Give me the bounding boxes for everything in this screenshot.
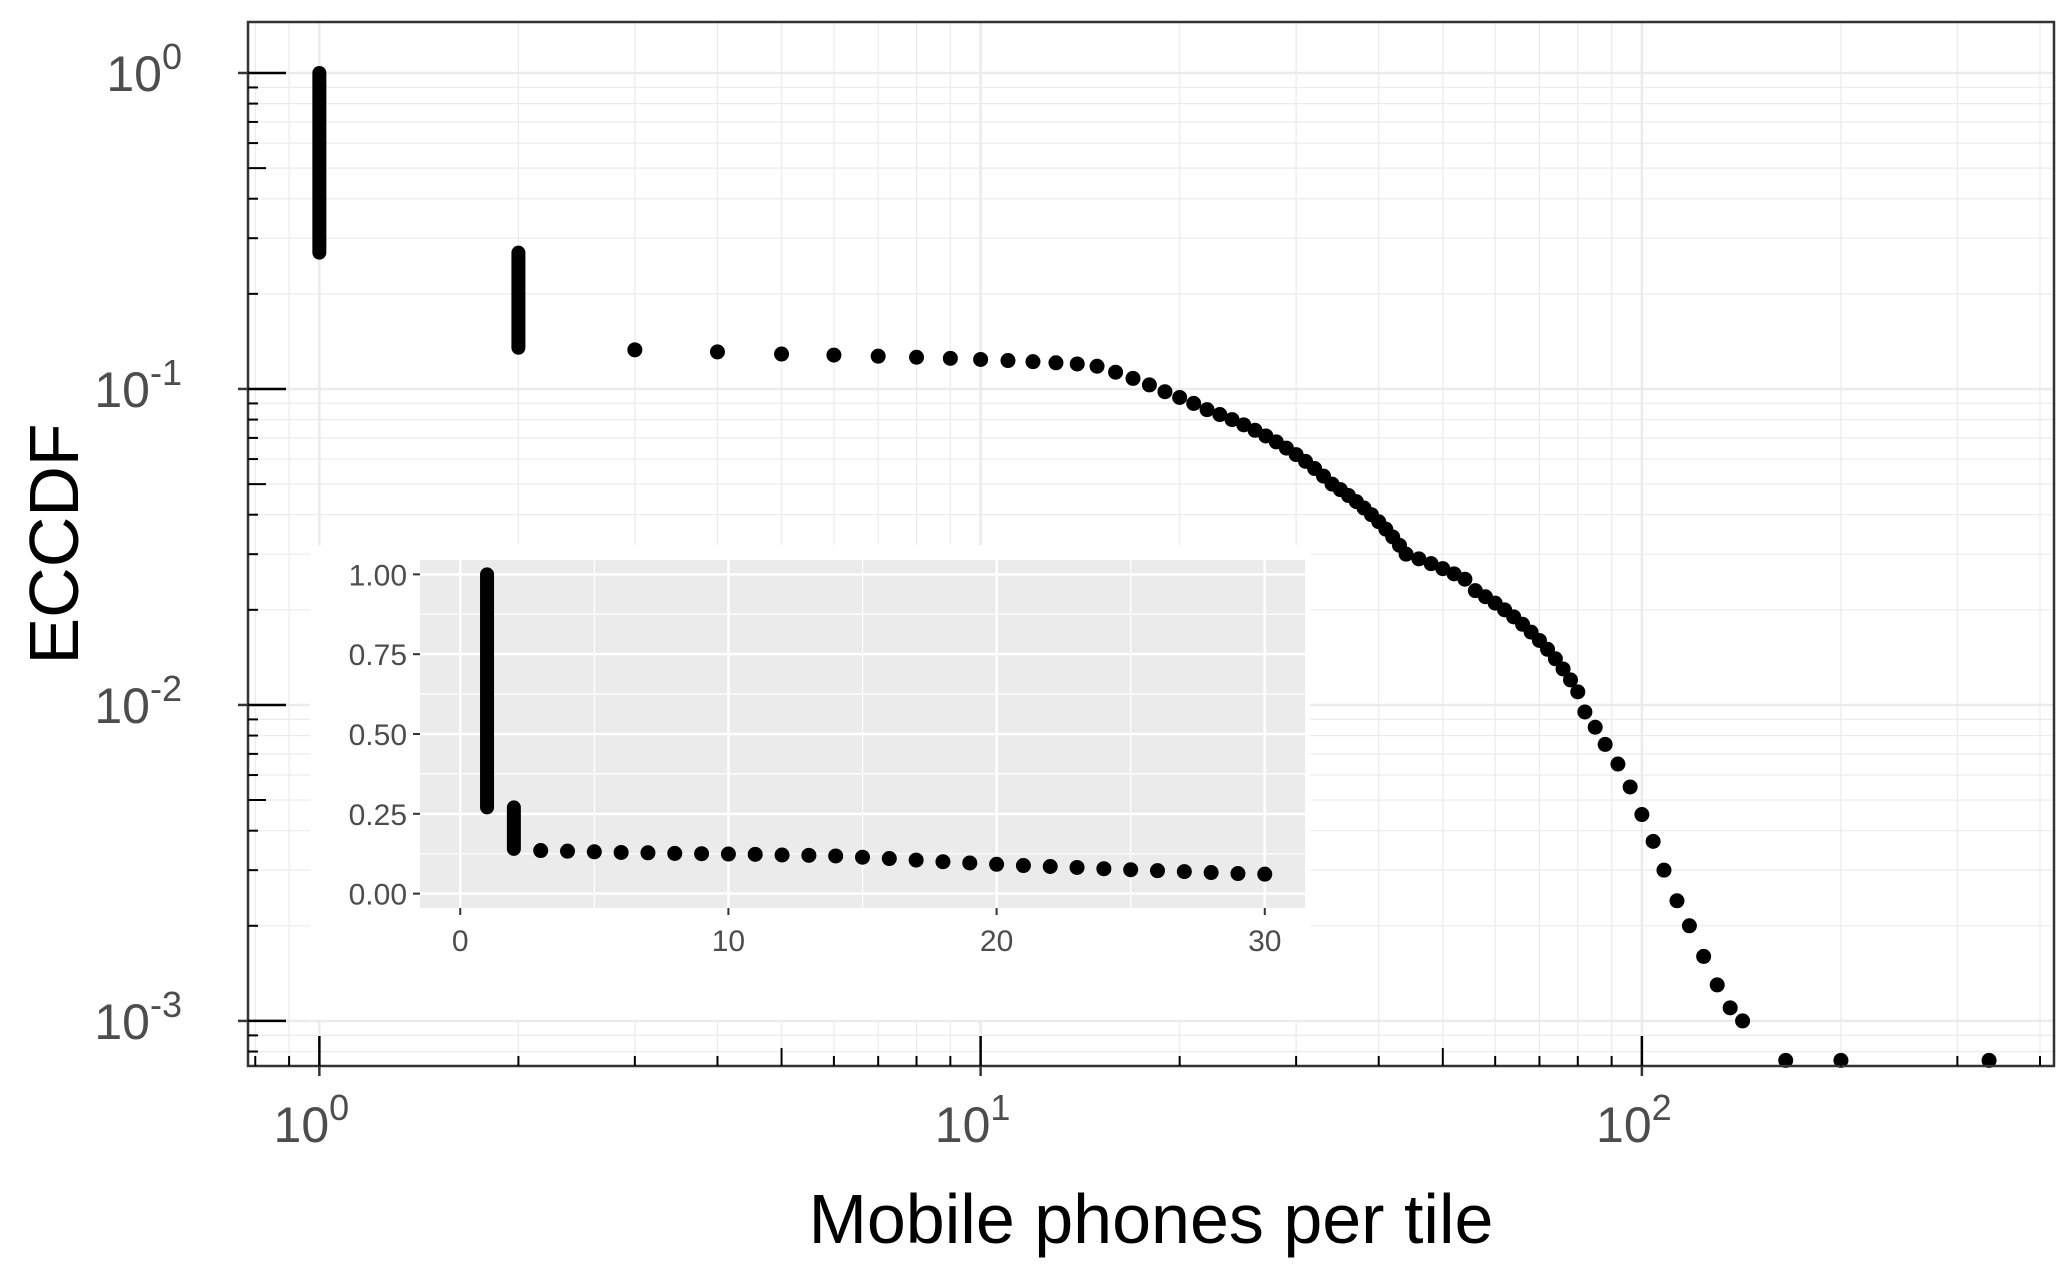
inset-chart: 0 10 20 30 0.00 0.25 0.50 0.75 1.00 bbox=[310, 545, 1310, 1020]
inset-data-point bbox=[855, 849, 870, 865]
data-point bbox=[973, 351, 989, 367]
inset-data-point bbox=[1150, 863, 1165, 879]
data-point bbox=[826, 347, 842, 363]
inset-y-tick-label: 1.00 bbox=[349, 559, 407, 592]
inset-x-tick-label: 20 bbox=[980, 925, 1013, 958]
main-points bbox=[312, 65, 1997, 1068]
data-point bbox=[1125, 370, 1141, 386]
y-tick-label: 10-2 bbox=[94, 668, 182, 734]
inset-x-tick-label: 10 bbox=[712, 925, 745, 958]
inset-data-point bbox=[962, 855, 978, 871]
y-tick-label: 10-3 bbox=[94, 984, 182, 1050]
data-point bbox=[909, 349, 925, 365]
data-point bbox=[1236, 417, 1252, 433]
data-point bbox=[1645, 833, 1661, 849]
inset-data-point bbox=[908, 852, 924, 868]
data-point bbox=[1457, 571, 1473, 587]
data-point bbox=[1411, 551, 1427, 567]
inset-y-tick-label: 0.75 bbox=[349, 639, 407, 672]
data-point bbox=[1048, 355, 1064, 371]
inset-data-point bbox=[1230, 866, 1246, 882]
data-point bbox=[1656, 862, 1672, 878]
data-point bbox=[1981, 1052, 1997, 1068]
data-point bbox=[1423, 556, 1439, 572]
data-point bbox=[1157, 384, 1173, 400]
data-point bbox=[1069, 356, 1085, 372]
inset-y-tick-label: 0.50 bbox=[349, 719, 407, 752]
inset-data-point bbox=[613, 844, 629, 860]
inset-data-point bbox=[640, 845, 656, 861]
inset-data-point bbox=[881, 851, 897, 867]
inset-data-point bbox=[720, 846, 736, 862]
inset-data-point bbox=[935, 854, 951, 870]
data-point bbox=[1108, 364, 1124, 380]
data-point bbox=[1709, 977, 1725, 993]
data-point bbox=[1577, 704, 1593, 720]
data-point bbox=[1186, 395, 1202, 411]
inset-x-tick-label: 30 bbox=[1248, 925, 1281, 958]
inset-y-tick-label: 0.25 bbox=[349, 799, 407, 832]
inset-data-point bbox=[586, 844, 602, 860]
inset-data-point bbox=[1042, 858, 1058, 874]
data-point bbox=[1000, 353, 1016, 369]
inset-data-point bbox=[1176, 864, 1192, 880]
data-point bbox=[942, 350, 958, 366]
x-axis-title: Mobile phones per tile bbox=[809, 1180, 1494, 1258]
inset-data-point bbox=[989, 856, 1005, 872]
inset-data-point bbox=[801, 847, 817, 863]
inset-data-point bbox=[1096, 861, 1112, 877]
data-point bbox=[1669, 893, 1685, 909]
data-point bbox=[1199, 402, 1215, 418]
inset-data-point bbox=[667, 845, 683, 861]
data-point bbox=[1398, 546, 1414, 562]
data-point bbox=[1435, 561, 1451, 577]
data-point bbox=[1563, 672, 1579, 688]
data-point bbox=[1622, 779, 1638, 795]
main-panel-border bbox=[246, 20, 2056, 1068]
x-tick-label: 100 bbox=[274, 1087, 350, 1153]
data-point bbox=[627, 342, 643, 358]
inset-y-tick-label: 0.00 bbox=[349, 879, 407, 912]
inset-data-point bbox=[1015, 858, 1031, 874]
data-point bbox=[709, 344, 725, 360]
data-point bbox=[1224, 412, 1240, 428]
inset-data-point bbox=[774, 847, 790, 863]
data-point bbox=[1587, 719, 1603, 735]
data-point bbox=[774, 346, 790, 362]
data-point bbox=[1778, 1052, 1794, 1068]
data-point bbox=[1696, 948, 1712, 964]
y-axis-title: ECCDF bbox=[15, 423, 93, 664]
inset-x-tick-label: 0 bbox=[452, 925, 469, 958]
inset-data-point bbox=[694, 846, 710, 862]
data-point bbox=[1735, 1013, 1751, 1029]
data-point bbox=[1555, 661, 1571, 677]
data-point bbox=[1025, 354, 1041, 370]
data-point bbox=[1141, 377, 1157, 393]
data-point bbox=[1172, 389, 1188, 405]
data-point bbox=[1547, 651, 1563, 667]
x-tick-label: 101 bbox=[935, 1087, 1011, 1153]
data-point bbox=[1597, 736, 1613, 752]
data-point bbox=[1089, 358, 1105, 374]
inset-data-point bbox=[747, 846, 763, 862]
x-tick-label: 102 bbox=[1596, 1087, 1672, 1153]
inset-data-point bbox=[533, 843, 549, 859]
data-point bbox=[1570, 684, 1586, 700]
y-tick-label: 10-1 bbox=[94, 352, 182, 418]
inset-data-point bbox=[1069, 859, 1085, 875]
inset-data-point bbox=[1123, 862, 1139, 878]
inset-data-point bbox=[1257, 866, 1273, 882]
data-point bbox=[1681, 918, 1697, 934]
inset-data-point bbox=[828, 848, 844, 864]
data-point bbox=[1634, 807, 1650, 823]
data-point bbox=[1212, 407, 1228, 423]
data-point bbox=[1610, 756, 1626, 772]
y-tick-label: 100 bbox=[106, 36, 182, 102]
data-point bbox=[1722, 1000, 1738, 1016]
inset-data-point bbox=[1203, 865, 1219, 881]
inset-data-point bbox=[560, 843, 575, 859]
data-point bbox=[870, 348, 886, 364]
